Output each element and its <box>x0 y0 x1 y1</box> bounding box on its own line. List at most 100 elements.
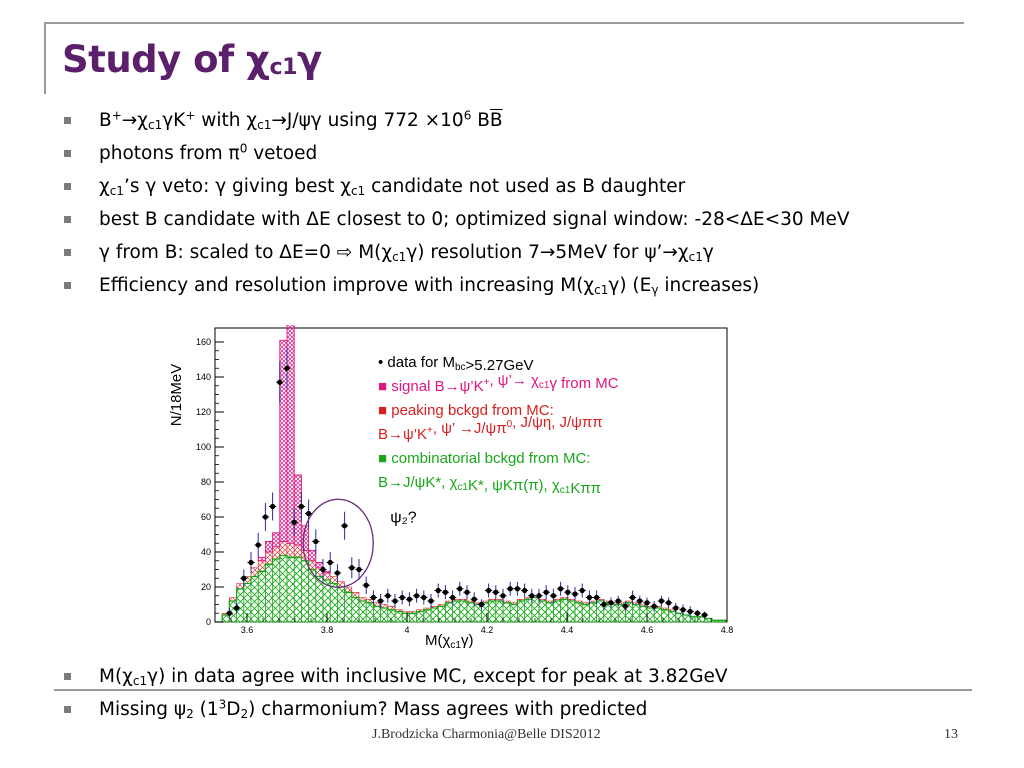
data-point <box>478 601 484 608</box>
data-point <box>385 593 391 599</box>
highlight-circle <box>302 498 374 588</box>
y-axis-label: N/18MeV <box>168 364 185 427</box>
data-point <box>550 593 556 599</box>
bullet-2: photons from π0 vetoed <box>62 137 992 170</box>
histogram-chart: 0 20 40 60 80 100 120 140 160 3.6 3.8 4 4.2 4.4 4.6 4.8… <box>160 315 740 665</box>
title-frame-horizontal <box>44 22 964 24</box>
bullet-4: best B candidate with ΔE closest to 0; o… <box>62 203 992 236</box>
x-tick-label: 4 <box>404 625 409 635</box>
data-point <box>421 594 427 601</box>
data-point <box>637 598 643 604</box>
data-point <box>608 600 614 606</box>
data-point <box>579 587 585 594</box>
data-point <box>565 589 571 595</box>
bottom-bullet-list: M(χc1γ) in data agree with inclusive MC,… <box>62 660 992 726</box>
data-point <box>687 608 693 615</box>
bullet-text: Efficiency and resolution improve with i… <box>99 275 760 297</box>
data-point <box>558 586 564 592</box>
data-point <box>262 514 268 520</box>
data-point <box>457 586 463 592</box>
data-point <box>378 598 384 604</box>
y-tick-label: 140 <box>196 372 211 382</box>
data-point <box>471 596 477 602</box>
x-tick-label: 4.4 <box>561 625 574 635</box>
data-point <box>529 593 535 599</box>
bullet-text: χc1’s γ veto: γ giving best χc1 candidat… <box>99 176 686 198</box>
data-point <box>507 586 513 592</box>
data-point <box>291 519 297 525</box>
data-point <box>414 593 420 599</box>
histogram-svg: 0 20 40 60 80 100 120 140 160 3.6 3.8 4 4.2 4.4 4.6 4.8… <box>168 315 733 651</box>
x-tick-label: 4.6 <box>641 625 654 635</box>
data-point <box>543 589 549 595</box>
bullet-text: Missing ψ2 (13D2) charmonium? Mass agree… <box>99 697 648 721</box>
legend-entry-comb: ■ combinatorial bckgd from MC: <box>378 450 590 467</box>
data-point <box>486 587 492 594</box>
data-point <box>651 603 657 609</box>
bullet-square-icon <box>64 282 71 289</box>
data-point <box>342 523 348 529</box>
bullet-5: γ from B: scaled to ΔE=0 ⇨ M(χc1γ) resol… <box>62 236 992 269</box>
bullet-text: B+→χc1γK+ with χc1→J/ψγ using 772 ×106 B… <box>99 108 503 132</box>
data-point <box>435 587 441 594</box>
data-point <box>493 589 499 595</box>
data-point <box>428 598 434 604</box>
data-point <box>586 594 592 601</box>
data-point <box>442 589 448 595</box>
data-point <box>644 600 650 606</box>
data-point <box>666 600 672 606</box>
legend-entry-signal: ■ signal B→ψ’K+, ψ’→ χc1γ from MC <box>378 372 619 395</box>
slide-title: Study of χc1γ <box>62 38 322 81</box>
bullet-square-icon <box>64 706 71 713</box>
psi2-annotation: ψ₂? <box>390 509 417 526</box>
x-axis-label: M(χc1γ) <box>425 632 473 651</box>
data-point <box>298 503 304 510</box>
x-tick-label: 4.2 <box>481 625 494 635</box>
y-tick-label: 120 <box>196 407 211 417</box>
legend-entry-comb: B→J/ψK*, χc1K*, ψKπ(π), χc1Kππ <box>378 474 601 497</box>
bullet-text: best B candidate with ΔE closest to 0; o… <box>99 209 850 230</box>
y-tick-label: 100 <box>196 442 211 452</box>
data-point <box>313 538 319 545</box>
data-point <box>622 603 628 609</box>
y-tick-label: 160 <box>196 337 211 347</box>
data-point <box>248 559 254 566</box>
y-tick-label: 0 <box>206 617 211 627</box>
bullet-text: M(χc1γ) in data agree with inclusive MC,… <box>99 666 728 688</box>
x-tick-label: 3.6 <box>241 625 254 635</box>
data-point <box>594 594 600 601</box>
data-point <box>630 594 636 601</box>
data-point <box>226 610 232 616</box>
data-point <box>392 598 398 604</box>
data-point <box>702 612 708 618</box>
data-point <box>363 582 369 588</box>
data-point <box>241 575 247 581</box>
data-point <box>399 594 405 601</box>
data-point <box>601 601 607 608</box>
data-point <box>356 566 362 573</box>
bullet-1: B+→χc1γK+ with χc1→J/ψγ using 772 ×106 B… <box>62 104 992 137</box>
bullet-text: γ from B: scaled to ΔE=0 ⇨ M(χc1γ) resol… <box>99 242 714 264</box>
data-point <box>514 586 520 592</box>
data-point <box>464 589 470 595</box>
data-point <box>270 503 276 510</box>
page-number: 13 <box>944 727 958 742</box>
separator-line <box>54 689 972 691</box>
legend-entry-peaking: ■ peaking bckgd from MC: <box>378 402 554 419</box>
x-tick-label: 3.8 <box>321 625 334 635</box>
data-point <box>320 566 326 573</box>
bullet-6: Efficiency and resolution improve with i… <box>62 269 992 302</box>
y-tick-label: 60 <box>201 512 211 522</box>
bottom-bullet-1: M(χc1γ) in data agree with inclusive MC,… <box>62 660 992 693</box>
footer-text: J.Brodzicka Charmonia@Belle DIS2012 <box>372 727 601 742</box>
data-point <box>500 593 506 599</box>
data-point <box>327 559 333 566</box>
data-point <box>450 594 456 601</box>
bullet-square-icon <box>64 673 71 680</box>
data-point <box>255 542 261 548</box>
y-tick-label: 20 <box>201 582 211 592</box>
legend-entry-peaking: B→ψ’K+, ψ’ →J/ψπ0, J/ψη, J/ψππ <box>378 414 603 443</box>
data-point <box>334 570 340 576</box>
data-point <box>277 379 283 385</box>
y-tick-label: 80 <box>201 477 211 487</box>
